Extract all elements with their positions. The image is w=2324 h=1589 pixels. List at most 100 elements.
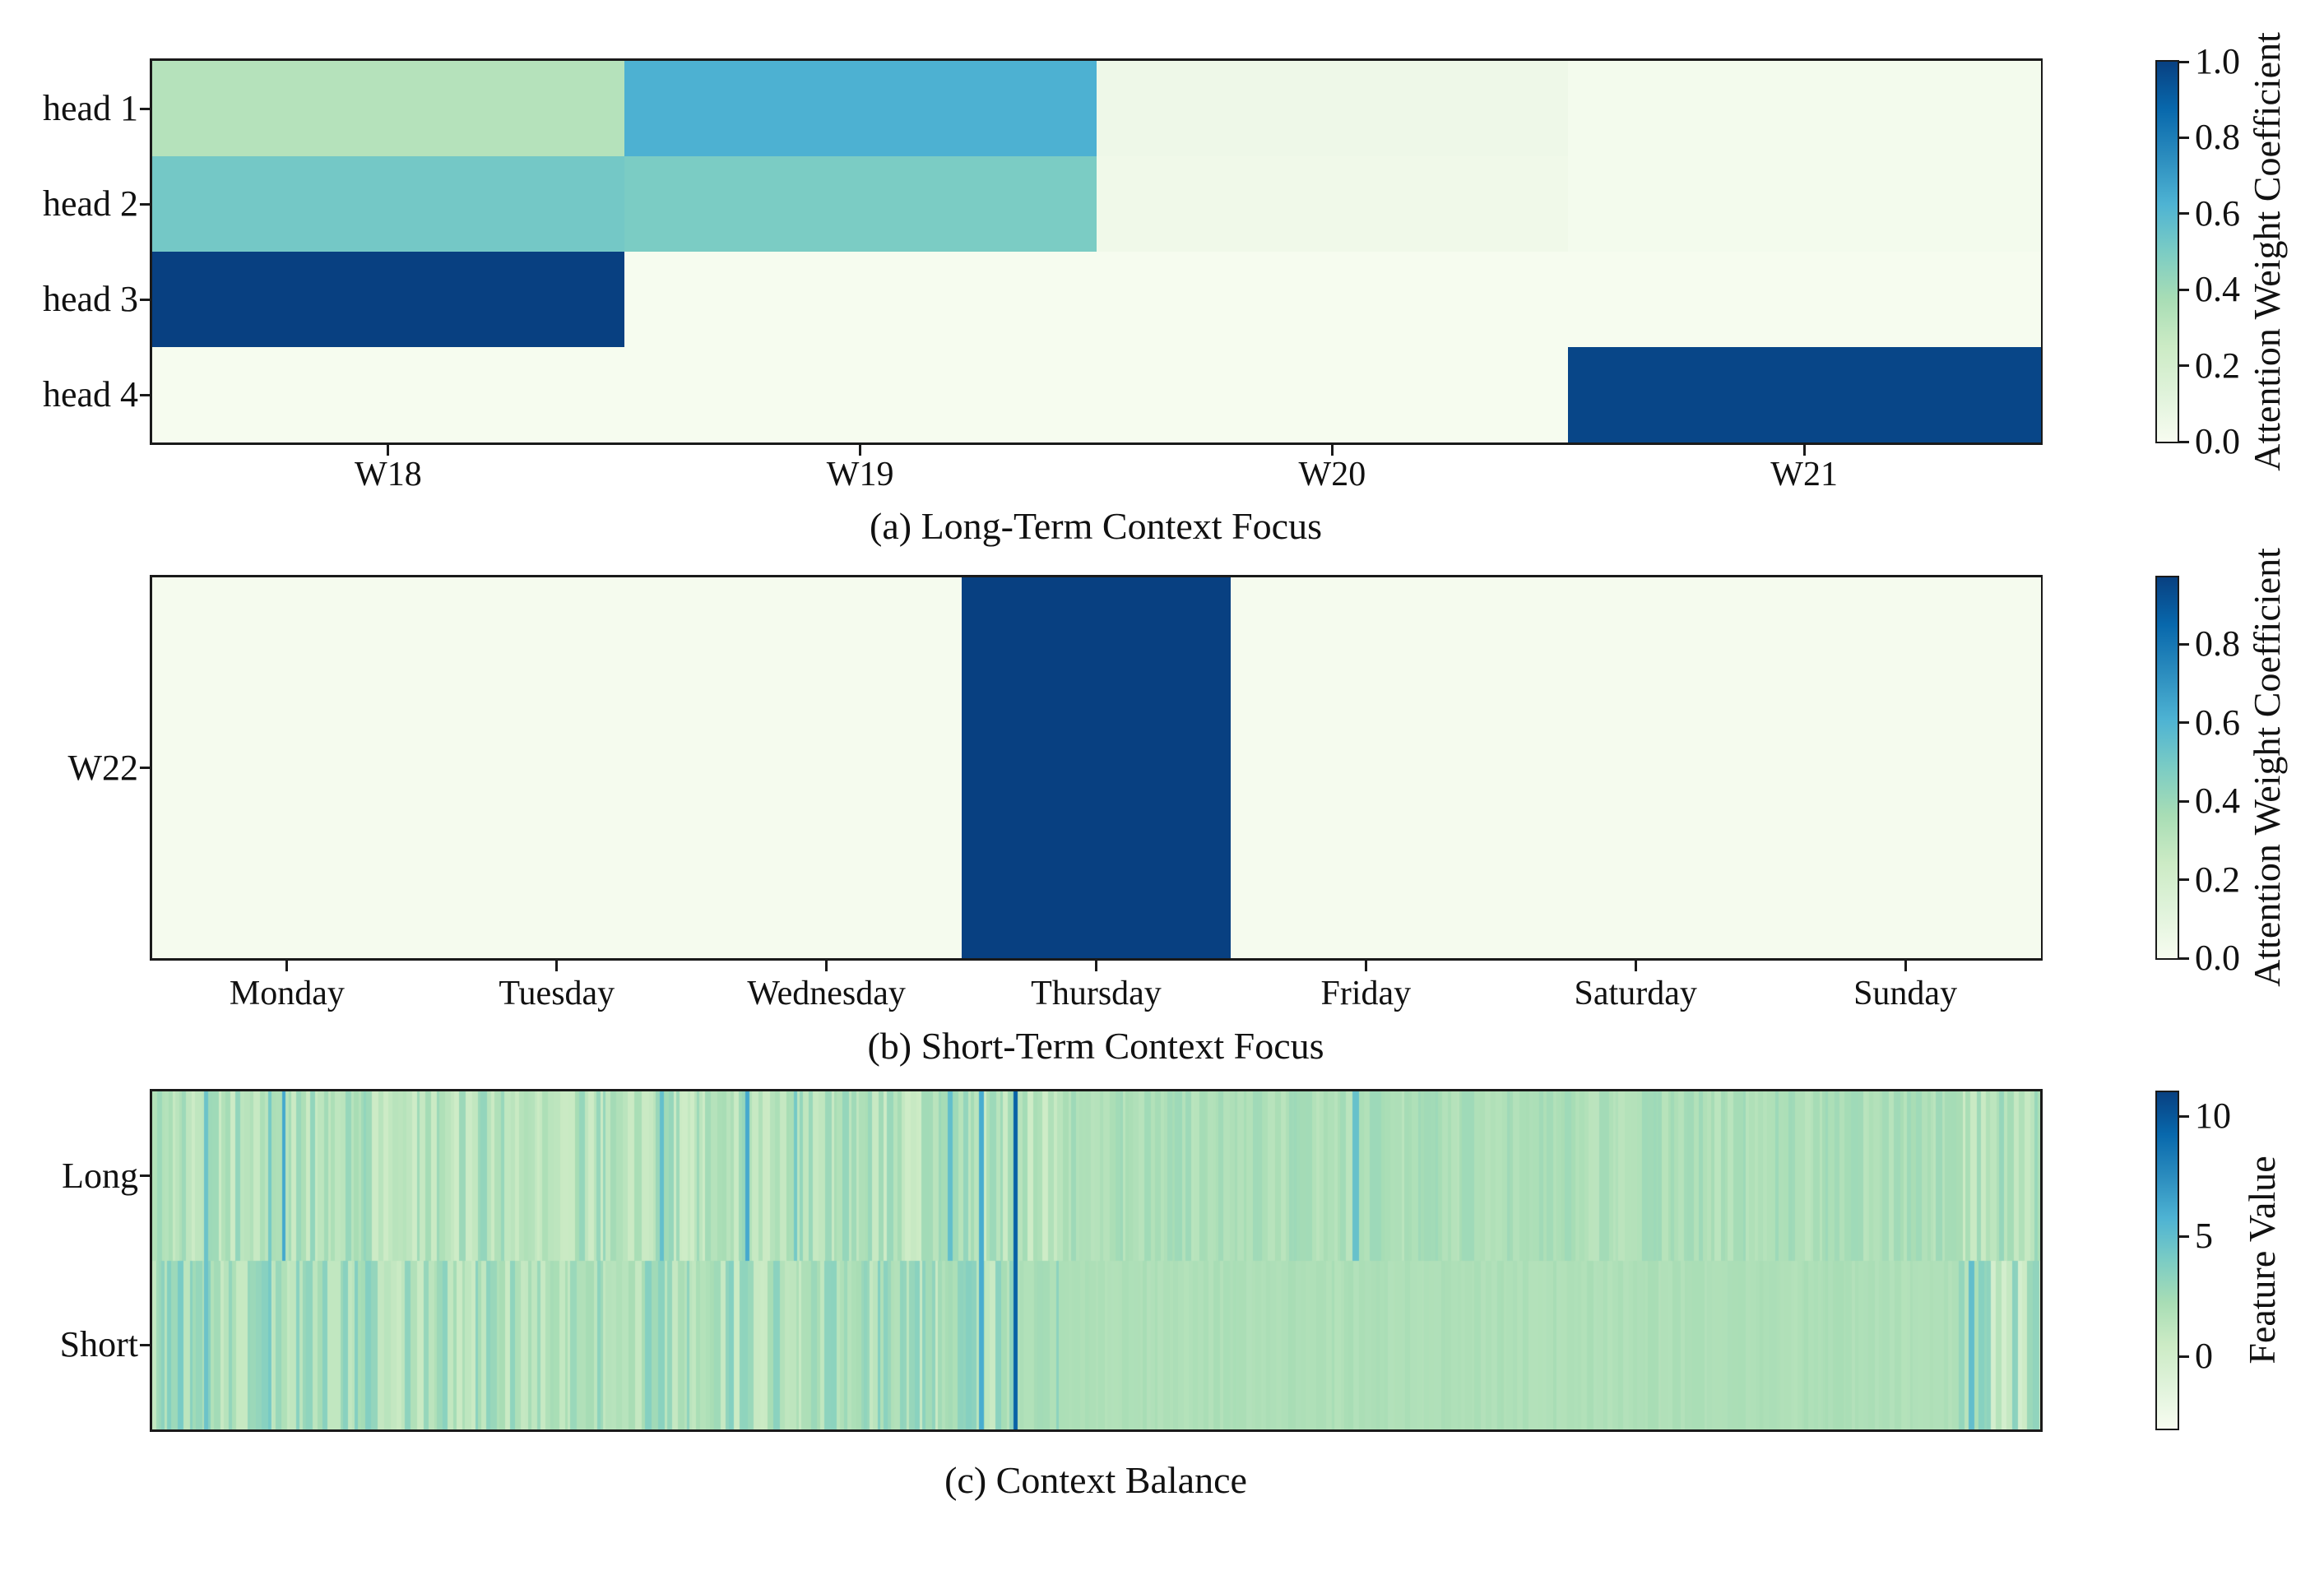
x-tick-mark xyxy=(555,961,559,971)
x-tick-mark xyxy=(387,445,390,456)
colorbar-tick-label: 0 xyxy=(2195,1336,2213,1377)
x-tick-label: W19 xyxy=(826,456,894,493)
heatmap-cell xyxy=(1568,156,2042,252)
heatmap-cell xyxy=(152,252,625,348)
caption-panel-a: (a) Long-Term Context Focus xyxy=(870,505,1322,547)
x-tick-mark xyxy=(1095,961,1097,971)
colorbar-label-panel-b: Attention Weight Coefficient xyxy=(2246,548,2288,987)
y-tick-label: head 4 xyxy=(42,374,138,415)
colorbar-tick-label: 1.0 xyxy=(2195,41,2240,81)
colorbar-tick-mark xyxy=(2179,878,2189,882)
colorbar-panel-c xyxy=(2155,1091,2179,1430)
colorbar-tick-mark xyxy=(2179,1355,2189,1358)
caption-panel-b: (b) Short-Term Context Focus xyxy=(867,1025,1324,1067)
colorbar-tick-mark xyxy=(2179,721,2189,725)
colorbar-tick-mark xyxy=(2179,364,2189,368)
x-tick-label: Tuesday xyxy=(499,975,615,1012)
x-tick-mark xyxy=(285,961,289,971)
heatmap-cell xyxy=(1568,61,2042,157)
heatmap-panel-context-balance xyxy=(150,1089,2043,1432)
y-tick-mark xyxy=(140,298,150,301)
x-tick-label: Friday xyxy=(1320,975,1412,1012)
heatmap-cell xyxy=(152,577,423,959)
heatmap-cell xyxy=(624,156,1097,252)
heatmap-cell xyxy=(624,347,1097,443)
y-tick-mark xyxy=(140,107,150,110)
colorbar-tick-label: 0.2 xyxy=(2195,859,2240,900)
x-tick-label: Thursday xyxy=(1031,975,1162,1012)
y-tick-mark xyxy=(140,1343,150,1346)
heatmap-cell xyxy=(152,156,625,252)
y-tick-label: Long xyxy=(62,1155,138,1196)
x-tick-mark xyxy=(1364,961,1367,971)
heatmap-cells-long-term xyxy=(152,61,2042,443)
y-tick-mark xyxy=(140,202,150,206)
x-tick-mark xyxy=(1904,961,1907,971)
colorbar-tick-mark xyxy=(2179,440,2189,443)
x-tick-label: Saturday xyxy=(1574,975,1697,1012)
heatmap-cell xyxy=(1568,347,2042,443)
colorbar-tick-label: 0.0 xyxy=(2195,421,2240,461)
heatmap-cell xyxy=(1770,577,2042,959)
y-tick-mark xyxy=(140,767,150,769)
colorbar-tick-mark xyxy=(2179,288,2189,291)
heatmap-cell xyxy=(1501,577,1772,959)
x-tick-mark xyxy=(1330,445,1334,456)
context-balance-texture xyxy=(152,1091,2040,1429)
heatmap-cell xyxy=(1096,156,1570,252)
heatmap-cell xyxy=(691,577,963,959)
x-tick-label: Sunday xyxy=(1853,975,1958,1012)
x-tick-label: Wednesday xyxy=(747,975,906,1012)
colorbar-tick-mark xyxy=(2179,1235,2189,1238)
heatmap-cell xyxy=(624,61,1097,157)
heatmap-cell xyxy=(1096,252,1570,348)
heatmap-cell xyxy=(1096,61,1570,157)
heatmap-cell xyxy=(152,61,625,157)
y-tick-mark xyxy=(140,393,150,396)
colorbar-panel-b xyxy=(2155,576,2179,960)
colorbar-panel-a xyxy=(2155,60,2179,443)
colorbar-tick-mark xyxy=(2179,957,2189,960)
colorbar-tick-label: 0.4 xyxy=(2195,269,2240,310)
colorbar-tick-label: 0.8 xyxy=(2195,623,2240,665)
y-tick-label: head 2 xyxy=(42,183,138,224)
caption-panel-c: (c) Context Balance xyxy=(944,1459,1247,1501)
colorbar-tick-label: 0.4 xyxy=(2195,781,2240,822)
x-tick-label: Monday xyxy=(229,975,345,1012)
heatmap-cell xyxy=(1096,347,1570,443)
heatmap-cell xyxy=(961,577,1232,959)
colorbar-tick-label: 0.0 xyxy=(2195,938,2240,978)
colorbar-tick-label: 0.6 xyxy=(2195,192,2240,234)
colorbar-tick-label: 0.2 xyxy=(2195,345,2240,386)
heatmap-panel-short-term xyxy=(150,575,2043,961)
heatmap-cell xyxy=(421,577,693,959)
x-tick-mark xyxy=(859,445,862,456)
y-tick-mark xyxy=(140,1174,150,1178)
heatmap-cell xyxy=(1231,577,1502,959)
colorbar-label-panel-c: Feature Value xyxy=(2241,1156,2283,1364)
x-tick-label: W18 xyxy=(355,456,422,493)
colorbar-tick-mark xyxy=(2179,136,2189,139)
x-tick-label: W20 xyxy=(1298,456,1366,493)
colorbar-tick-mark xyxy=(2179,642,2189,646)
colorbar-tick-label: 10 xyxy=(2195,1096,2231,1137)
y-tick-label: head 3 xyxy=(42,279,138,319)
x-tick-mark xyxy=(1802,445,1806,456)
colorbar-label-panel-a: Attention Weight Coefficient xyxy=(2246,32,2288,471)
colorbar-tick-label: 5 xyxy=(2195,1216,2213,1257)
heatmap-panel-long-term xyxy=(150,58,2043,445)
colorbar-tick-mark xyxy=(2179,799,2189,803)
y-tick-label: head 1 xyxy=(42,88,138,128)
colorbar-tick-mark xyxy=(2179,60,2189,63)
heatmap-cells-short-term xyxy=(152,577,2042,959)
y-tick-label: Short xyxy=(59,1324,138,1365)
colorbar-tick-mark xyxy=(2179,1114,2189,1118)
y-tick-label: W22 xyxy=(67,747,138,788)
heatmap-cell xyxy=(1568,252,2042,348)
heatmap-cell xyxy=(152,347,625,443)
x-tick-mark xyxy=(1634,961,1637,971)
heatmap-cell xyxy=(624,252,1097,348)
x-tick-mark xyxy=(825,961,828,971)
x-tick-label: W21 xyxy=(1770,456,1838,493)
